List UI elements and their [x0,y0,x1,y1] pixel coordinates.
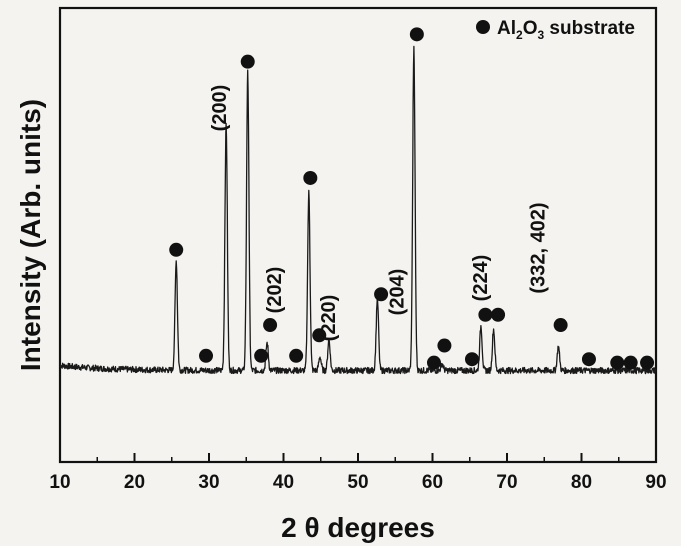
plot-frame [58,6,658,464]
substrate-marker [623,355,638,370]
substrate-marker [199,348,214,363]
substrate-marker [374,287,389,302]
substrate-marker [254,348,269,363]
substrate-marker [640,355,655,370]
legend: Al2O3 substrate [476,18,635,42]
peak-label: (220) [318,295,340,342]
substrate-marker [240,54,255,69]
x-tick-label: 30 [198,472,219,493]
substrate-marker [409,27,424,42]
peak-labels: (200) (202) (220) (204) (224) (332, 402) [209,85,549,342]
x-tick-label: 70 [496,472,517,493]
x-tick-label: 40 [273,472,294,493]
legend-label: Al2O3 substrate [497,18,635,42]
x-axis: 10 20 30 40 50 60 70 80 90 [49,453,667,493]
substrate-marker [426,355,441,370]
x-axis-title: 2 θ degrees [281,512,435,543]
substrate-markers [169,27,655,370]
substrate-marker [437,338,452,353]
substrate-marker [464,352,479,367]
substrate-marker [491,307,506,322]
substrate-marker [610,355,625,370]
substrate-marker [581,352,596,367]
substrate-marker [312,328,327,343]
x-tick-label: 60 [422,472,443,493]
peak-label: (204) [386,269,408,316]
substrate-marker [289,348,304,363]
substrate-marker [169,242,184,257]
x-tick-label: 90 [645,472,666,493]
x-tick-label: 80 [571,472,592,493]
x-tick-label: 10 [49,472,70,493]
peak-label: (202) [264,267,286,314]
x-tick-label: 50 [347,472,368,493]
substrate-marker [303,170,318,185]
legend-marker [476,20,490,34]
substrate-marker [553,318,568,333]
peak-label: (200) [209,85,231,132]
substrate-marker [478,307,493,322]
y-axis-title: Intensity (Arb. units) [15,99,46,371]
peak-label: (224) [470,255,492,302]
xrd-pattern-line [59,45,657,375]
peak-label: (332, 402) [527,202,549,293]
x-tick-label: 20 [124,472,145,493]
substrate-marker [263,318,278,333]
